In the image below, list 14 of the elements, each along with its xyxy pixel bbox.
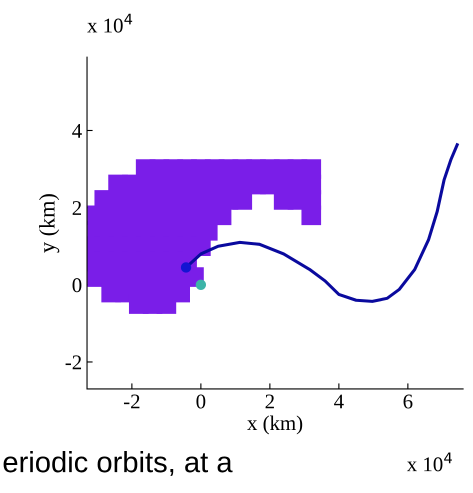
y-tick-label: 2 — [72, 201, 82, 215]
x-tick-label: 4 — [334, 394, 344, 408]
x-tick-label: 2 — [266, 394, 274, 408]
y-tick-label: -2 — [66, 355, 82, 370]
y-axis-title: y (km) — [39, 194, 60, 253]
y-tick-label: 4 — [72, 124, 82, 138]
x-tick-label: 0 — [196, 394, 206, 408]
x-tick-label: 6 — [404, 394, 412, 408]
text: x 10$^{4}$ — [87, 14, 132, 33]
text: eriodic orbits, at a — [4, 451, 233, 476]
text: x 10$^{4}$ — [406, 452, 452, 472]
x-tick-label: -2 — [124, 394, 140, 408]
y-tick-label: 0 — [72, 278, 82, 292]
x-axis-title: x (km) — [247, 416, 302, 434]
